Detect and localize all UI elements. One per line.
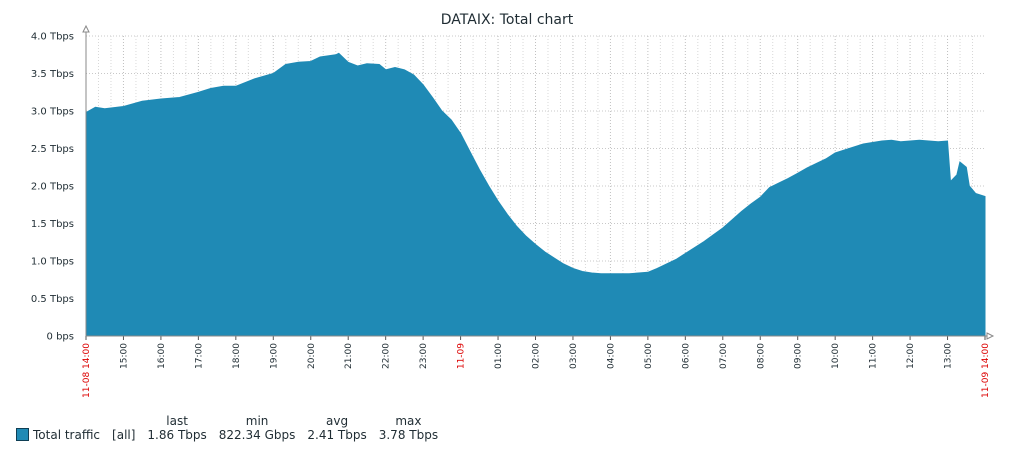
x-tick-label: 13:00: [944, 343, 954, 369]
x-tick-label: 17:00: [194, 343, 204, 369]
series-area-total-traffic: [85, 52, 986, 337]
x-tick-label: 21:00: [344, 343, 354, 369]
legend-last-value: 1.86 Tbps: [147, 428, 207, 442]
legend-max-value: 3.78 Tbps: [378, 428, 439, 442]
x-tick-label: 05:00: [644, 343, 654, 369]
x-tick-label: 11:00: [869, 343, 879, 369]
x-tick-label: 19:00: [269, 343, 279, 369]
x-tick-label: 09:00: [794, 343, 804, 369]
legend-header-row: last min avg max: [10, 414, 444, 428]
axes: [82, 24, 995, 340]
x-tick-label: 15:00: [119, 343, 129, 369]
y-tick-label: 0 bps: [47, 332, 74, 343]
y-axis-ticks: 0 bps 0.5 Tbps 1.0 Tbps 1.5 Tbps 2.0 Tbps 2.5…: [31, 32, 74, 343]
x-axis-ticks: 11-08 14:00 15:00 16:00 17:00 18:00 19:00 20:0…: [82, 343, 991, 398]
legend-header-last: last: [166, 414, 188, 428]
series-group: [85, 52, 986, 337]
legend: last min avg max Total traffic [all] 1.8…: [10, 414, 444, 442]
traffic-chart: DATAIX: Total chart 0 bps 0.5 Tbps 1.0 Tbp…: [31, 12, 995, 398]
x-tick-label: 08:00: [756, 343, 766, 369]
x-tick-label: 10:00: [831, 343, 841, 369]
x-tick-label: 03:00: [569, 343, 579, 369]
y-tick-label: 1.5 Tbps: [31, 219, 74, 230]
x-tick-label: 22:00: [382, 343, 392, 369]
x-tick-label: 01:00: [494, 343, 504, 369]
x-axis-arrow: [986, 332, 995, 340]
legend-series-name: Total traffic: [33, 428, 101, 442]
legend-avg-value: 2.41 Tbps: [307, 428, 367, 442]
chart-title: DATAIX: Total chart: [441, 12, 574, 28]
x-tick-label: 07:00: [719, 343, 729, 369]
x-tick-label: 23:00: [419, 343, 429, 369]
y-tick-label: 3.0 Tbps: [31, 107, 74, 118]
y-tick-label: 0.5 Tbps: [31, 294, 74, 305]
legend-scope: [all]: [112, 428, 136, 442]
legend-row: Total traffic [all] 1.86 Tbps 822.34 Gbp…: [10, 428, 444, 442]
x-tick-label: 12:00: [906, 343, 916, 369]
x-tick-label: 02:00: [532, 343, 542, 369]
x-tick-label: 20:00: [307, 343, 317, 369]
legend-min-value: 822.34 Gbps: [218, 428, 296, 442]
y-tick-label: 4.0 Tbps: [31, 32, 74, 43]
x-tick-label: 16:00: [157, 343, 167, 369]
x-tick-label: 18:00: [232, 343, 242, 369]
y-tick-label: 2.5 Tbps: [31, 144, 74, 155]
legend-series-name-cell: Total traffic: [10, 428, 106, 442]
x-tick-label: 11-09: [457, 343, 467, 369]
legend-header-min: min: [245, 414, 269, 428]
y-tick-label: 2.0 Tbps: [31, 182, 74, 193]
x-tick-label: 04:00: [606, 343, 616, 369]
legend-swatch: [16, 428, 29, 441]
y-axis-arrow: [82, 24, 90, 33]
y-tick-label: 1.0 Tbps: [31, 257, 74, 268]
y-tick-label: 3.5 Tbps: [31, 69, 74, 80]
legend-header-avg: avg: [326, 414, 349, 428]
x-tick-label: 06:00: [681, 343, 691, 369]
x-tick-label: 11-09 14:00: [981, 343, 991, 398]
legend-header-max: max: [395, 414, 422, 428]
x-tick-label: 11-08 14:00: [82, 343, 92, 398]
